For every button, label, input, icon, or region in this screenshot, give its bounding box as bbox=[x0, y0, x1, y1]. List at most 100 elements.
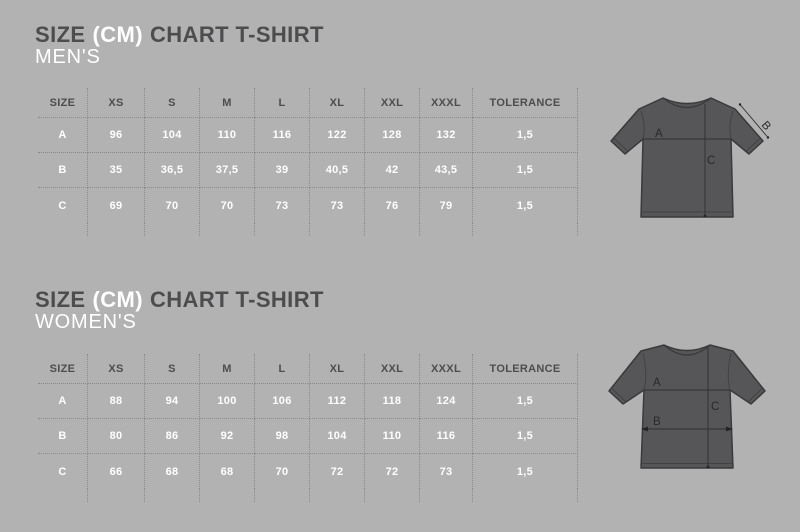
title-word-chart: CHART T-SHIRT bbox=[149, 287, 324, 312]
collar-band bbox=[663, 344, 711, 356]
table-cell: 118 bbox=[365, 384, 420, 419]
column-header: XL bbox=[310, 354, 365, 384]
column-header: L bbox=[255, 88, 310, 118]
table-cell: 116 bbox=[420, 419, 473, 454]
tshirt-silhouette bbox=[608, 344, 766, 469]
cuff-right bbox=[748, 388, 763, 402]
title-word-chart: CHART T-SHIRT bbox=[149, 22, 324, 47]
row-label: B bbox=[38, 153, 88, 188]
table-cell: 128 bbox=[365, 118, 420, 153]
table-cell: 42 bbox=[365, 153, 420, 188]
separator-extension bbox=[365, 223, 420, 236]
row-label: A bbox=[38, 384, 88, 419]
table-cell: 68 bbox=[200, 454, 255, 489]
row-label: B bbox=[38, 419, 88, 454]
separator-extension bbox=[365, 489, 420, 502]
table-cell: 86 bbox=[145, 419, 200, 454]
diagram-label-a: A bbox=[655, 128, 663, 140]
cuff-left bbox=[613, 138, 628, 152]
table-cell: 1,5 bbox=[473, 153, 578, 188]
table-cell: 110 bbox=[365, 419, 420, 454]
row-label: C bbox=[38, 188, 88, 223]
diagram-label-b: B bbox=[653, 416, 661, 428]
table-cell: 1,5 bbox=[473, 419, 578, 454]
column-header: XL bbox=[310, 88, 365, 118]
table-cell: 68 bbox=[145, 454, 200, 489]
table-cell: 104 bbox=[145, 118, 200, 153]
table-cell: 112 bbox=[310, 384, 365, 419]
table-cell: 70 bbox=[255, 454, 310, 489]
column-header: XXXL bbox=[420, 88, 473, 118]
table-cell: 94 bbox=[145, 384, 200, 419]
sleeve-seam-left bbox=[640, 110, 645, 140]
separator-extension bbox=[200, 223, 255, 236]
womens-size-table: SIZE XS S M L XL XXL XXXL TOLERANCE A 88 94 100 106 11… bbox=[38, 354, 578, 502]
separator-extension bbox=[473, 223, 578, 236]
mens-section-title: SIZE (CM) CHART T-SHIRT bbox=[35, 22, 324, 48]
diagram-label-a: A bbox=[653, 377, 661, 389]
table-cell: 80 bbox=[88, 419, 145, 454]
sleeve-seam-right bbox=[727, 352, 732, 391]
separator-extension bbox=[200, 489, 255, 502]
measurement-endpoint-b2 bbox=[766, 136, 770, 139]
separator-extension bbox=[38, 489, 88, 502]
title-unit-cm: (CM) bbox=[92, 22, 143, 47]
table-cell: 72 bbox=[310, 454, 365, 489]
table-cell: 100 bbox=[200, 384, 255, 419]
table-cell: 104 bbox=[310, 419, 365, 454]
mens-size-table: SIZE XS S M L XL XXL XXXL TOLERANCE A 96 104 110 116 1… bbox=[38, 88, 578, 236]
column-header: XS bbox=[88, 354, 145, 384]
table-cell: 70 bbox=[145, 188, 200, 223]
table-cell: 79 bbox=[420, 188, 473, 223]
separator-extension bbox=[420, 223, 473, 236]
column-header: TOLERANCE bbox=[473, 354, 578, 384]
table-cell: 98 bbox=[255, 419, 310, 454]
table-cell: 36,5 bbox=[145, 153, 200, 188]
table-cell: 92 bbox=[200, 419, 255, 454]
row-label: A bbox=[38, 118, 88, 153]
column-header: SIZE bbox=[38, 354, 88, 384]
separator-extension bbox=[88, 223, 145, 236]
sleeve-seam-left bbox=[642, 352, 647, 391]
table-cell: 124 bbox=[420, 384, 473, 419]
table-cell: 73 bbox=[255, 188, 310, 223]
column-header: S bbox=[145, 354, 200, 384]
table-cell: 40,5 bbox=[310, 153, 365, 188]
title-unit-cm: (CM) bbox=[92, 287, 143, 312]
row-label: C bbox=[38, 454, 88, 489]
womens-tshirt-diagram: A B C bbox=[608, 344, 766, 469]
column-header: TOLERANCE bbox=[473, 88, 578, 118]
table-cell: 1,5 bbox=[473, 454, 578, 489]
table-cell: 35 bbox=[88, 153, 145, 188]
separator-extension bbox=[420, 489, 473, 502]
table-cell: 1,5 bbox=[473, 384, 578, 419]
table-cell: 76 bbox=[365, 188, 420, 223]
collar-band bbox=[662, 97, 712, 109]
arrowhead-b-left bbox=[641, 426, 648, 432]
diagram-label-b: B bbox=[759, 119, 773, 133]
measurement-endpoint-b1 bbox=[738, 103, 742, 106]
table-cell: 66 bbox=[88, 454, 145, 489]
title-word-size: SIZE bbox=[35, 22, 86, 47]
separator-extension bbox=[88, 489, 145, 502]
separator-extension bbox=[473, 489, 578, 502]
arrowhead-b-right bbox=[726, 426, 733, 432]
column-header: XXXL bbox=[420, 354, 473, 384]
table-cell: 43,5 bbox=[420, 153, 473, 188]
table-cell: 88 bbox=[88, 384, 145, 419]
cuff-right bbox=[746, 138, 761, 152]
separator-extension bbox=[145, 223, 200, 236]
separator-extension bbox=[255, 489, 310, 502]
table-cell: 96 bbox=[88, 118, 145, 153]
table-cell: 37,5 bbox=[200, 153, 255, 188]
column-header: M bbox=[200, 354, 255, 384]
column-header: SIZE bbox=[38, 88, 88, 118]
table-cell: 73 bbox=[310, 188, 365, 223]
column-header: S bbox=[145, 88, 200, 118]
column-header: L bbox=[255, 354, 310, 384]
diagram-label-c: C bbox=[707, 155, 715, 167]
table-cell: 1,5 bbox=[473, 118, 578, 153]
table-cell: 73 bbox=[420, 454, 473, 489]
table-cell: 39 bbox=[255, 153, 310, 188]
diagram-label-c: C bbox=[711, 401, 719, 413]
